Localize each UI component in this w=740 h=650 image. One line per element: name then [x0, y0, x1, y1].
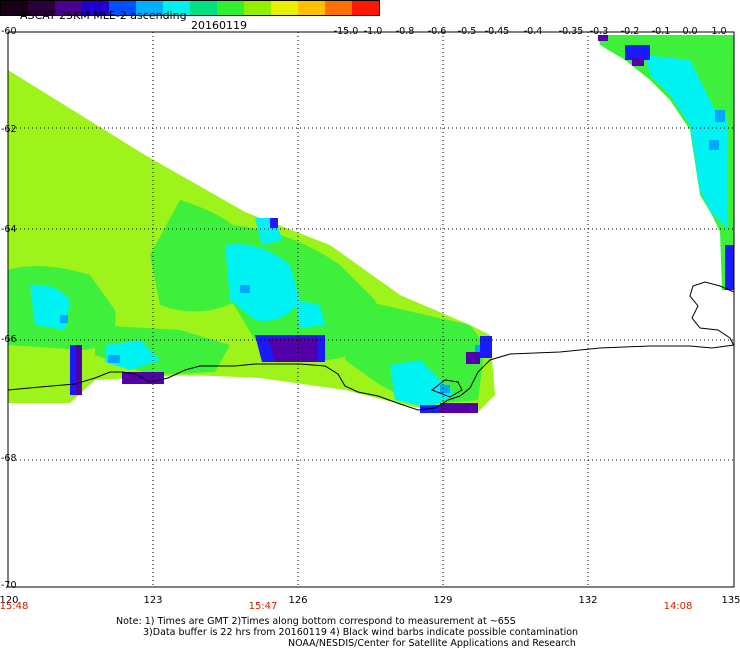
lightblue-spot: [240, 285, 250, 293]
lon-label: 129: [433, 595, 453, 606]
green-patch: [345, 300, 485, 405]
lightblue-spot: [709, 140, 719, 150]
coastline-cape: [689, 281, 735, 347]
time-label: 15:48: [0, 601, 29, 612]
note-line: Note: 1) Times are GMT 2)Times along bot…: [116, 616, 516, 627]
colorbar-segment: [82, 1, 109, 15]
colorbar-segment: [28, 1, 55, 15]
lat-label: -60: [1, 26, 17, 37]
lat-label: -66: [1, 334, 17, 345]
blue-strip: [725, 245, 734, 290]
note-line: NOAA/NESDIS/Center for Satellite Applica…: [288, 638, 576, 649]
colorbar-segment: [217, 1, 244, 15]
swath-left: [8, 70, 495, 413]
chart-date: 20160119: [191, 19, 247, 32]
lat-label: -62: [1, 124, 17, 135]
blue-strip: [70, 345, 78, 395]
lon-label: 123: [143, 595, 163, 606]
lon-label: 132: [578, 595, 598, 606]
lat-label: -64: [1, 224, 17, 235]
purple-patch: [440, 403, 478, 413]
colorbar-segment: [352, 1, 379, 15]
note-line: 3)Data buffer is 22 hrs from 20160119 4)…: [143, 627, 579, 638]
colorbar-segment: [190, 1, 217, 15]
swath-right: [598, 35, 734, 290]
coastline: [7, 281, 735, 411]
colorbar-segment: [271, 1, 298, 15]
lat-label: -70: [1, 580, 17, 591]
lon-label: 120: [0, 595, 19, 606]
cyan-patch: [295, 300, 325, 328]
coastline-main: [7, 344, 735, 411]
blue-spot: [270, 218, 278, 228]
lat-label: -68: [1, 453, 17, 464]
colorbar-segment: [55, 1, 82, 15]
cyan-patch: [225, 244, 300, 321]
time-label: 14:08: [663, 601, 693, 612]
colorbar-segment: [109, 1, 136, 15]
colorbar-segment: [298, 1, 325, 15]
cyan-patch: [704, 120, 728, 230]
colorbar-segment: [163, 1, 190, 15]
purple-patch: [268, 338, 318, 362]
lightblue-spot: [108, 355, 120, 363]
blue-spot: [480, 336, 492, 358]
purple-spot: [598, 35, 608, 41]
colorbar-segment: [325, 1, 352, 15]
coastline-bay: [430, 379, 463, 398]
purple-spot: [632, 58, 644, 66]
lon-label: 126: [288, 595, 308, 606]
chart-title: ASCAT 25KM MLE-2 ascending: [20, 9, 187, 22]
plot-frame: [7, 31, 735, 588]
lightblue-spot: [440, 385, 450, 393]
lightblue-spot: [60, 315, 68, 323]
colorbar-segment: [244, 1, 271, 15]
lon-label: 135: [721, 595, 740, 606]
purple-spot: [466, 352, 480, 364]
cyan-patch: [390, 360, 455, 408]
colorbar: [0, 0, 380, 16]
colorbar-segment: [136, 1, 163, 15]
purple-strip: [76, 345, 82, 395]
graticule: [8, 32, 734, 587]
colorbar-segment: [1, 1, 28, 15]
cyan-patch: [645, 55, 722, 215]
lightblue-spot: [715, 110, 725, 122]
time-label: 15:47: [248, 601, 278, 612]
blue-patch: [625, 45, 650, 60]
